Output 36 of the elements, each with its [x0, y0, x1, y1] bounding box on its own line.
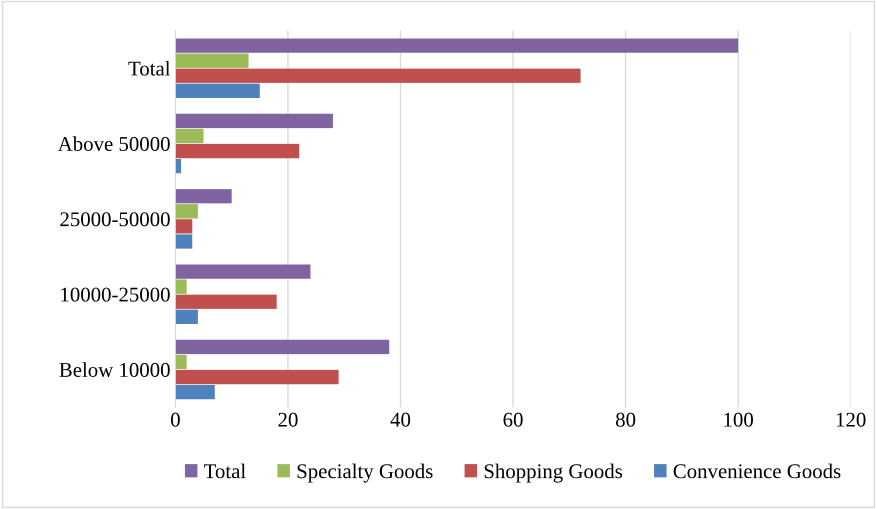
bar: [175, 38, 738, 53]
bar: [175, 84, 260, 98]
x-tick-label: 0: [170, 412, 180, 427]
bar: [175, 340, 390, 354]
legend-label: Specialty Goods: [298, 464, 433, 483]
bar: [175, 114, 333, 128]
y-tick-label: Total: [128, 60, 170, 76]
x-tick-label: 80: [616, 412, 636, 427]
bar: [175, 354, 187, 370]
legend-label: Convenience Goods: [674, 464, 840, 478]
x-tick-label: 120: [836, 412, 866, 427]
bar: [175, 370, 339, 384]
x-tick-label: 100: [724, 412, 753, 427]
bar: [175, 54, 249, 68]
bar: [175, 128, 204, 144]
bar: [175, 219, 192, 234]
y-tick-label: Below 10000: [59, 362, 170, 377]
bar: [175, 189, 232, 204]
legend-label: Total: [204, 464, 246, 478]
y-tick-label: 10000-25000: [61, 288, 170, 302]
y-tick-label: 25000-50000: [60, 212, 170, 226]
x-tick-label: 20: [278, 412, 298, 427]
x-tick-label: 60: [504, 412, 523, 427]
bar: [175, 294, 277, 309]
legend-label: Shopping Goods: [484, 464, 622, 483]
bar: [175, 158, 182, 174]
bar: [175, 384, 215, 400]
bar: [175, 144, 300, 158]
bar: [175, 310, 198, 324]
y-tick-label: Above 50000: [58, 136, 170, 151]
bar: [175, 264, 310, 279]
bar: [175, 234, 192, 249]
bar: [175, 68, 581, 83]
bar: [175, 280, 187, 294]
bar: [175, 204, 198, 218]
x-tick-label: 40: [390, 412, 410, 427]
